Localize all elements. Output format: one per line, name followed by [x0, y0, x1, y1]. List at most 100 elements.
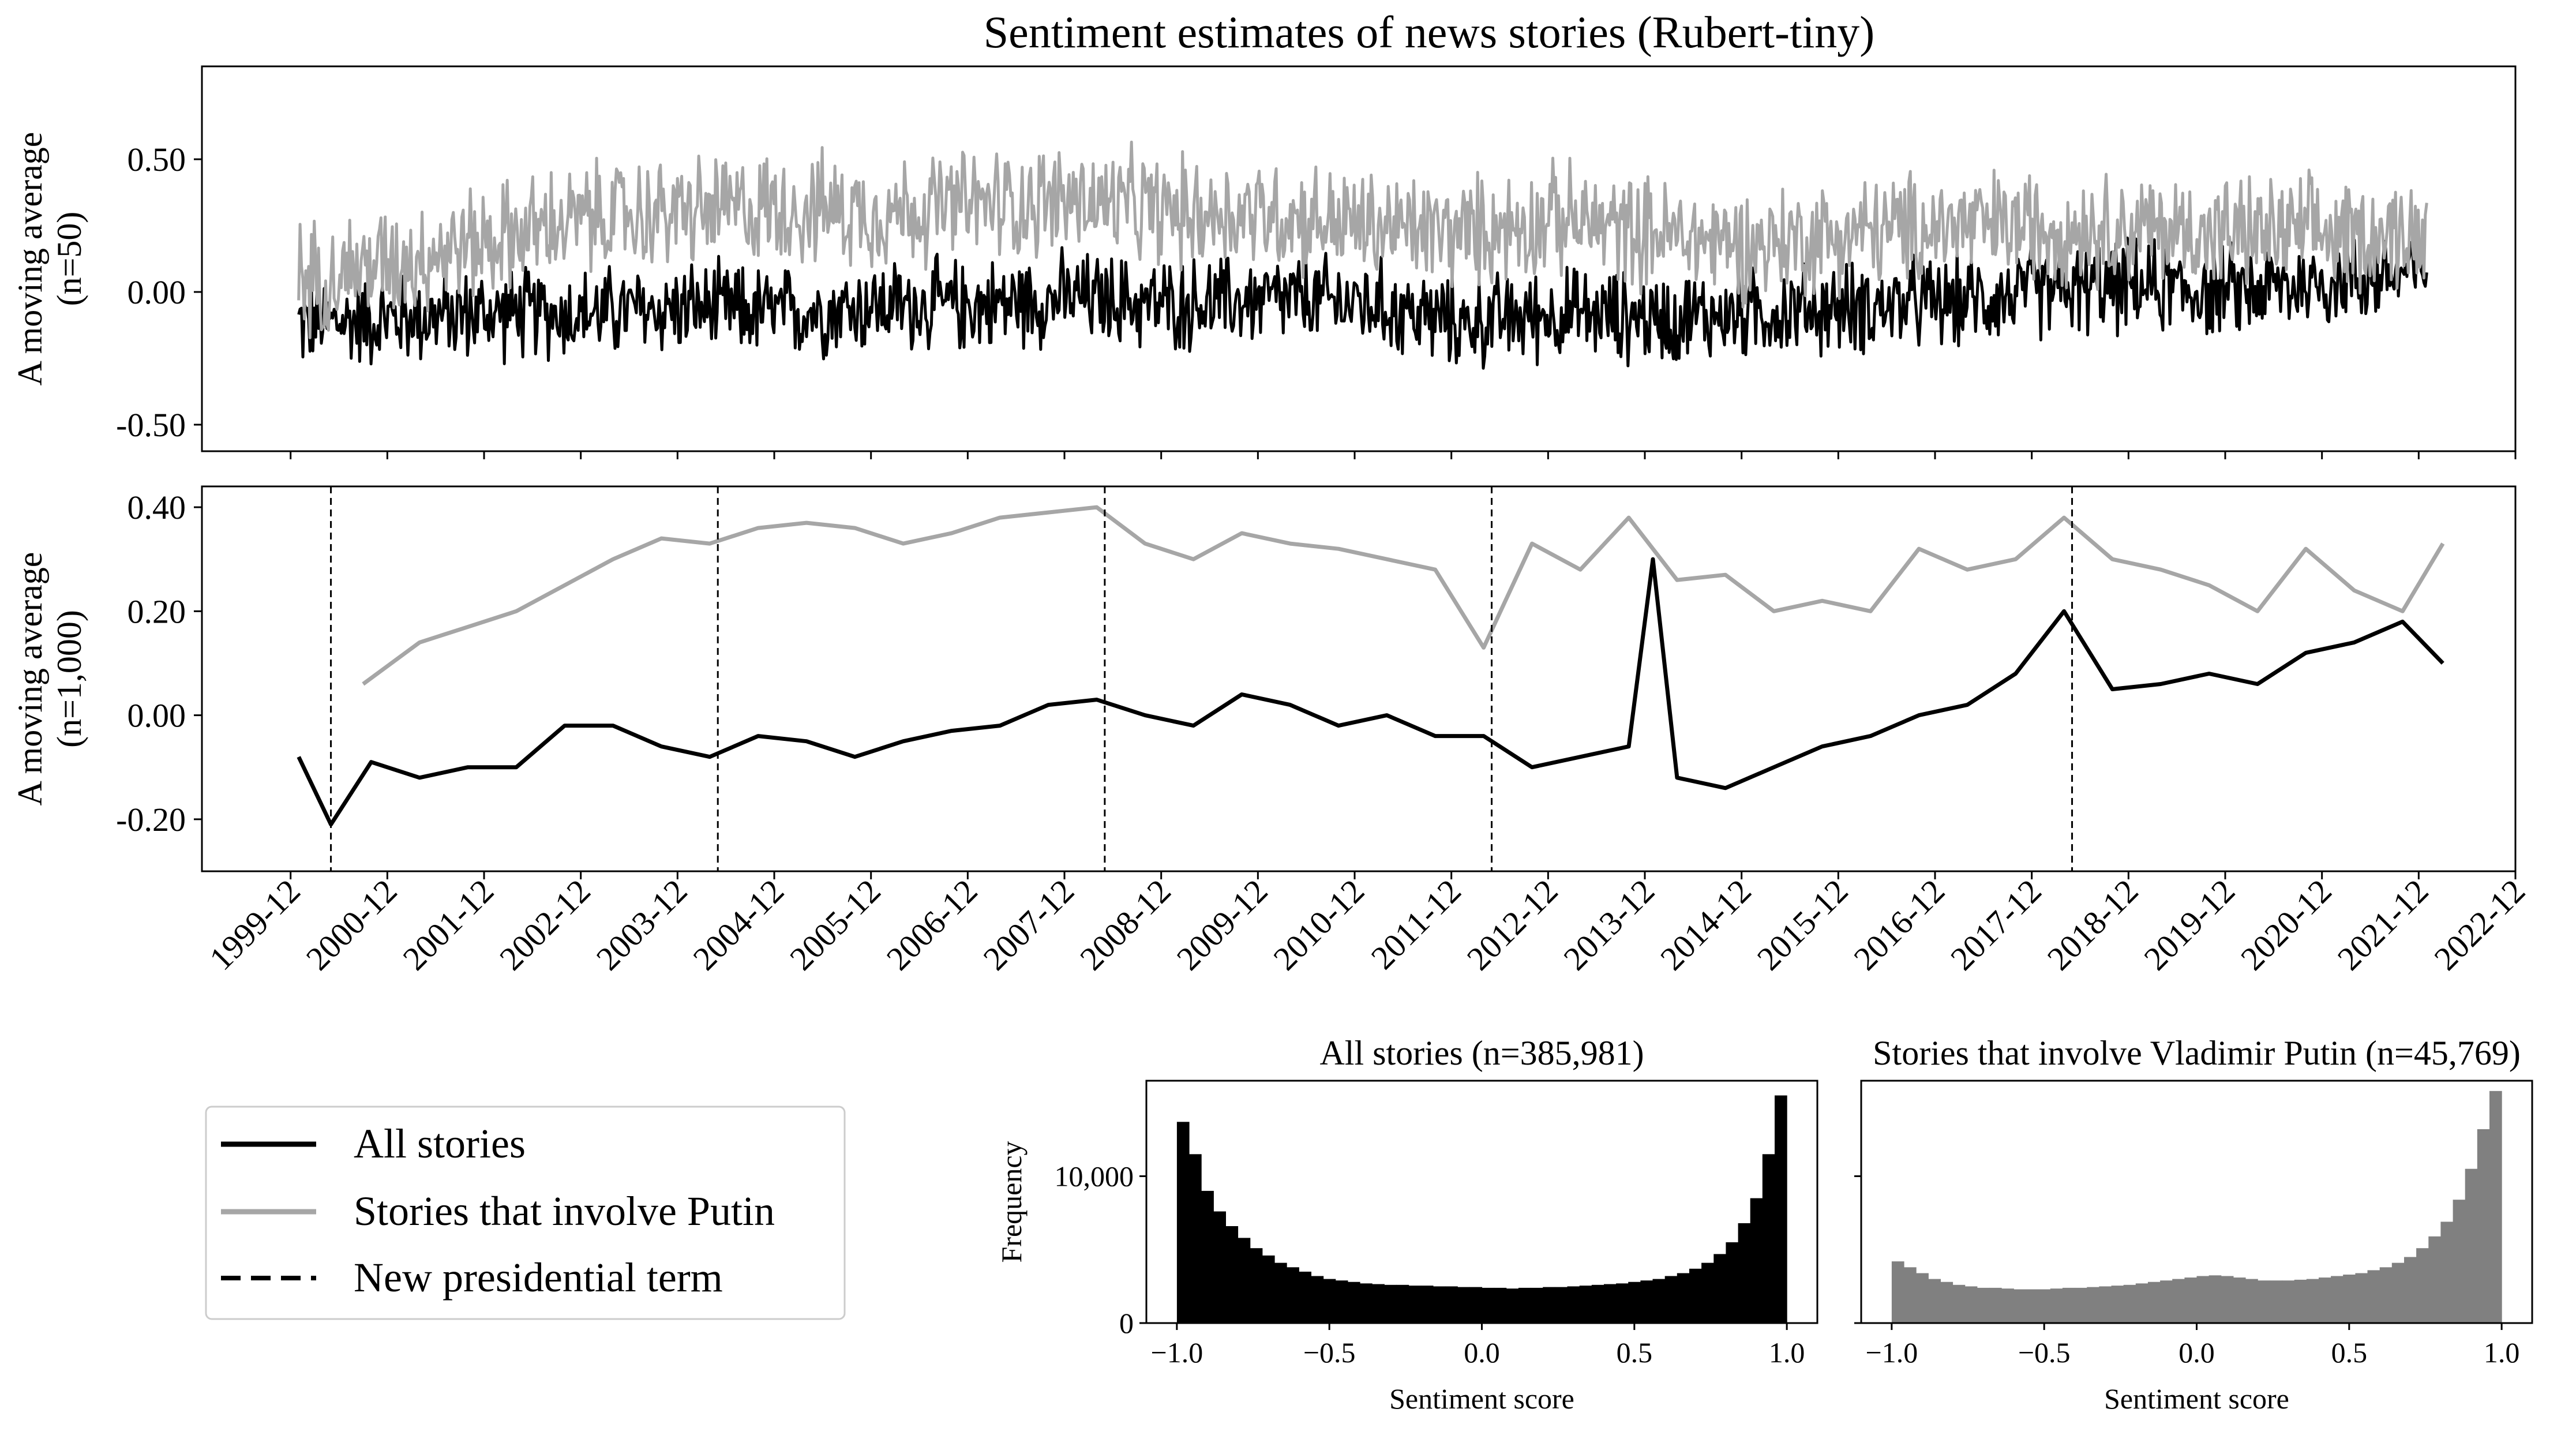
- hist-putin-bar: [2306, 1279, 2319, 1323]
- hist-all-panel: All stories (n=385,981) −1.0 −0.5 0.0 0.5 1.…: [995, 1034, 1818, 1415]
- hist-putin-bar: [2135, 1283, 2148, 1323]
- hist-all-bar: [1713, 1254, 1726, 1323]
- ma1000-xtick-label: 2012-12: [1460, 872, 1565, 977]
- hist-all-bar: [1311, 1276, 1324, 1323]
- hist-all-bar: [1506, 1288, 1519, 1323]
- ma1000-xtick-label: 2006-12: [879, 872, 985, 977]
- ma50-series-line-1: [297, 140, 2428, 339]
- hist-putin-bar: [2440, 1222, 2454, 1323]
- hist-putin-bar: [2196, 1276, 2210, 1323]
- ma1000-ytick-label: 0.20: [128, 593, 186, 630]
- ma1000-xtick-label: 2013-12: [1557, 872, 1662, 977]
- hist-all-bar: [1677, 1273, 1690, 1323]
- hist-putin-bar: [2355, 1273, 2368, 1323]
- hist-putin-bar: [2477, 1129, 2490, 1323]
- hist-all-bar: [1531, 1287, 1543, 1323]
- hist-all-bar: [1664, 1276, 1678, 1323]
- ma1000-xtick-label: 2017-12: [1943, 872, 2049, 977]
- hist-all-bar: [1238, 1238, 1251, 1323]
- hist-putin-bar: [2331, 1276, 2343, 1323]
- ma50-ylabel-line1: A moving average: [11, 132, 49, 386]
- legend-label-all-stories: All stories: [354, 1121, 526, 1167]
- ma1000-xtick-label: 2011-12: [1364, 872, 1468, 976]
- hist-putin-bar: [2147, 1282, 2161, 1323]
- hist-putin-bar: [2319, 1277, 2331, 1323]
- ma1000-xtick-label: 2020-12: [2233, 872, 2339, 977]
- hist-all-frame: [1145, 1080, 1818, 1324]
- hist-putin-bar: [2099, 1286, 2112, 1323]
- hist-all-bar: [1299, 1271, 1311, 1323]
- hist-all-bar: [1640, 1280, 1653, 1323]
- hist-putin-xtick-label: 0.5: [2331, 1336, 2368, 1369]
- ma1000-xtick-label: 2005-12: [782, 872, 888, 977]
- hist-putin-frame: [1860, 1080, 2533, 1324]
- ma1000-plot-frame: [201, 485, 2517, 872]
- ma50-panel: -0.50 0.00 0.50 A moving average (n=50): [11, 65, 2517, 459]
- hist-putin-bar: [1928, 1279, 1941, 1323]
- hist-putin-bar: [1904, 1267, 1917, 1323]
- hist-putin-bar: [2233, 1277, 2246, 1323]
- ma1000-xtick-label: 2016-12: [1847, 872, 1952, 977]
- hist-all-bar: [1494, 1287, 1507, 1323]
- ma1000-xtick-label: 2001-12: [396, 872, 501, 977]
- hist-putin-bar: [2465, 1168, 2478, 1323]
- hist-all-bar: [1738, 1223, 1751, 1323]
- hist-all-bar: [1396, 1284, 1409, 1323]
- hist-putin-bar: [2453, 1200, 2466, 1323]
- hist-putin-bar: [2489, 1091, 2502, 1323]
- hist-putin-bar: [2075, 1287, 2087, 1323]
- hist-all-ylabel: Frequency: [995, 1141, 1028, 1262]
- hist-all-bar: [1701, 1262, 1714, 1323]
- hist-all-bar: [1543, 1287, 1555, 1323]
- hist-putin-bar: [2379, 1267, 2393, 1323]
- hist-putin-bar: [1916, 1273, 1929, 1323]
- hist-putin-title: Stories that involve Vladimir Putin (n=4…: [1873, 1034, 2521, 1072]
- hist-all-bar: [1225, 1226, 1239, 1323]
- ma1000-xtick-label: 2008-12: [1073, 872, 1178, 977]
- hist-all-xtick-label: 1.0: [1769, 1336, 1805, 1369]
- hist-putin-bar: [2208, 1275, 2222, 1323]
- ma1000-ylabel-line1: A moving average: [11, 552, 49, 806]
- hist-putin-bar: [2416, 1248, 2429, 1323]
- ma1000-xtick-label: 1999-12: [202, 872, 308, 977]
- hist-all-bar: [1457, 1287, 1470, 1323]
- hist-all-bar: [1360, 1283, 1373, 1323]
- hist-all-bar: [1604, 1284, 1617, 1323]
- hist-putin-bar: [2062, 1287, 2075, 1323]
- hist-all-bar: [1250, 1248, 1263, 1323]
- ma1000-xtick-label: 2010-12: [1266, 872, 1372, 977]
- hist-putin-bar: [1952, 1284, 1966, 1323]
- ma1000-ytick-label: -0.20: [116, 801, 186, 838]
- hist-all-bar: [1335, 1280, 1348, 1323]
- hist-all-bar: [1591, 1284, 1604, 1323]
- hist-putin-xlabel: Sentiment score: [2104, 1382, 2289, 1415]
- figure-title: Sentiment estimates of news stories (Rub…: [984, 7, 1875, 57]
- ma1000-series-line-0: [297, 557, 2444, 827]
- hist-all-bar: [1408, 1286, 1422, 1323]
- hist-putin-xtick-label: −1.0: [1866, 1336, 1918, 1369]
- hist-all-bar: [1262, 1255, 1275, 1323]
- hist-all-xlabel: Sentiment score: [1389, 1382, 1574, 1415]
- hist-all-bar: [1726, 1242, 1739, 1323]
- hist-putin-bar: [2343, 1275, 2356, 1323]
- ma1000-ytick-label: 0.00: [128, 697, 186, 735]
- ma1000-xtick-label: 2002-12: [492, 872, 598, 977]
- ma1000-xtick-label: 2000-12: [299, 872, 404, 977]
- hist-all-bar: [1323, 1279, 1336, 1323]
- ma50-series-line-0: [297, 237, 2428, 370]
- hist-all-bar: [1652, 1279, 1666, 1323]
- hist-all-bar: [1433, 1286, 1446, 1323]
- legend-label-presidential-term: New presidential term: [354, 1254, 723, 1301]
- ma1000-xtick-label: 2018-12: [2040, 872, 2146, 977]
- hist-putin-bar: [2270, 1280, 2283, 1323]
- ma1000-ylabel-line2: (n=1,000): [50, 610, 88, 748]
- ma1000-xtick-label: 2022-12: [2427, 872, 2533, 977]
- hist-putin-bar: [1989, 1287, 2002, 1323]
- hist-putin-bar: [2026, 1289, 2039, 1323]
- ma1000-ytick-label: 0.40: [128, 489, 186, 526]
- ma1000-panel: -0.200.000.200.40 1999-122000-122001-122…: [11, 485, 2533, 977]
- hist-putin-bar: [2111, 1286, 2124, 1323]
- hist-putin-bar: [2038, 1289, 2051, 1323]
- ma1000-xtick-label: 2004-12: [686, 872, 792, 977]
- hist-putin-xtick-label: 1.0: [2484, 1336, 2520, 1369]
